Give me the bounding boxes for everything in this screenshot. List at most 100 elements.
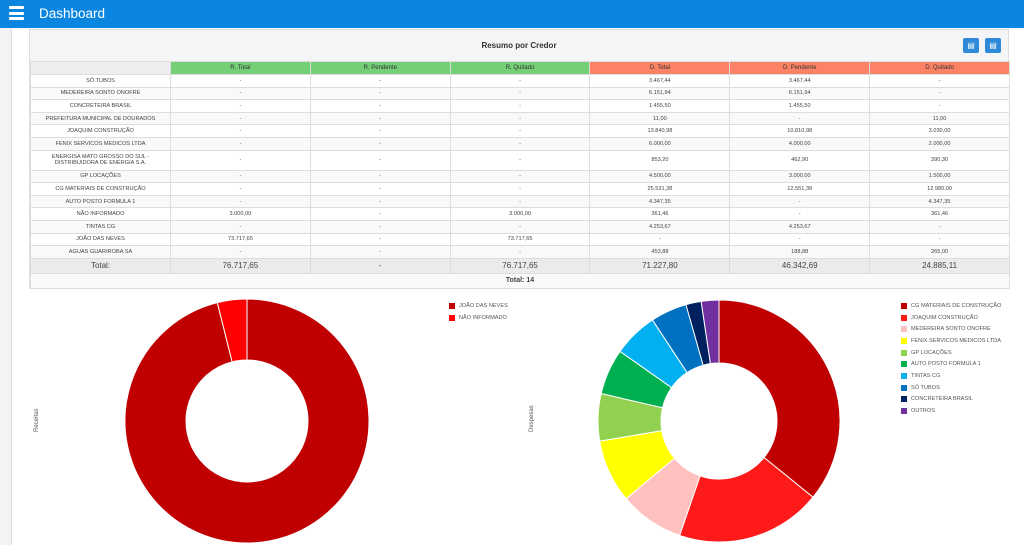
- legend-item[interactable]: JOÃO DAS NEVES: [449, 300, 508, 312]
- donut-slice-1-9[interactable]: [700, 299, 720, 365]
- donut-slice-0-0[interactable]: [124, 298, 370, 544]
- column-header[interactable]: D. Total: [589, 61, 731, 75]
- legend-label: GP LOCAÇÕES: [911, 349, 952, 356]
- donut-slice-1-7[interactable]: [651, 303, 704, 374]
- legend-label: SÓ TUBOS: [911, 384, 940, 391]
- legend-swatch: [901, 302, 907, 309]
- creditor-name: JOÃO DAS NEVES: [30, 232, 171, 247]
- legend-item[interactable]: GP LOCAÇÕES: [901, 347, 1001, 359]
- legend-swatch: [901, 337, 907, 344]
- cell-value: -: [170, 99, 311, 113]
- column-header[interactable]: R. Total: [170, 61, 311, 75]
- legend-item[interactable]: JOAQUIM CONSTRUÇÃO: [901, 312, 1001, 324]
- cell-value: -: [309, 124, 451, 138]
- legend-label: AUTO POSTO FORMULA 1: [911, 361, 981, 368]
- cell-value: -: [309, 219, 451, 234]
- donut-slice-1-0[interactable]: [718, 299, 841, 498]
- legend-item[interactable]: NÃO INFORMADO: [449, 312, 508, 324]
- legend-label: CONCRETEIRA BRASIL: [911, 396, 973, 403]
- column-header[interactable]: R. Quitado: [449, 61, 591, 75]
- column-header[interactable]: [30, 61, 171, 75]
- export-pdf-button[interactable]: ▤: [963, 38, 979, 53]
- table-row: AGUAS GUARIROBA SA - - -453,88 188,88 265,00: [30, 245, 1010, 259]
- table-row: JOAQUIM CONSTRUÇÃO - - -13.840,98 10.810,98 3…: [30, 124, 1010, 138]
- cell-value: 3.000,00: [449, 207, 591, 221]
- cell-value: 2.000,00: [869, 136, 1010, 151]
- cell-value: -: [170, 245, 311, 259]
- donut-slice-1-5[interactable]: [600, 350, 673, 409]
- cell-value: -: [170, 194, 311, 209]
- legend-item[interactable]: TINTAS CG: [901, 370, 1001, 382]
- donut-slice-1-1[interactable]: [678, 456, 814, 543]
- legend-item[interactable]: AUTO POSTO FORMULA 1: [901, 358, 1001, 370]
- cell-value: 6.000,00: [589, 136, 731, 151]
- legend-item[interactable]: OUTROS: [901, 405, 1001, 417]
- cell-value: -: [869, 99, 1010, 113]
- cell-value: -: [449, 194, 591, 209]
- cell-value: 853,20: [589, 149, 731, 171]
- cell-value: -: [449, 182, 591, 196]
- page-title: Dashboard: [39, 6, 106, 21]
- cell-value: 1.455,50: [729, 99, 871, 113]
- cell-value: -: [869, 232, 1010, 247]
- total-value: -: [309, 257, 451, 274]
- cell-value: -: [309, 99, 451, 113]
- cell-value: 462,90: [729, 149, 871, 171]
- creditor-summary-table: R. Total R. Pendente R. Quitado D. Total D. …: [30, 61, 1010, 289]
- table-row: FENIX SERVICOS MEDICOS LTDA - - -6.000,00 4.…: [30, 136, 1010, 151]
- legend-swatch: [901, 361, 907, 368]
- cell-value: 188,88: [729, 245, 871, 259]
- cell-value: -: [449, 219, 591, 234]
- export-excel-button[interactable]: ▤: [985, 38, 1001, 53]
- creditor-name: ENERGISA MATO GROSSO DO SUL - DISTRIBUID…: [30, 149, 171, 171]
- donut-slice-1-2[interactable]: [625, 457, 701, 537]
- legend-label: JOÃO DAS NEVES: [459, 302, 508, 309]
- legend-swatch: [449, 314, 455, 321]
- total-value: Total:: [30, 257, 171, 274]
- legend-swatch: [901, 408, 907, 415]
- total-value: 76.717,65: [449, 257, 591, 274]
- totals-row: Total: 76.717,65-76.717,65 71.227,80 46.342…: [30, 257, 1010, 274]
- summary-panel: Resumo por Credor ▤ ▤ R. Total R. Pendent…: [29, 29, 1010, 289]
- hamburger-menu-icon[interactable]: [9, 6, 24, 20]
- cell-value: -: [729, 111, 871, 126]
- table-row: PREFEITURA MUNICIPAL DE DOURADOS - - -11,00…: [30, 111, 1010, 126]
- excel-icon: ▤: [989, 41, 997, 50]
- legend-item[interactable]: FENIX SERVICOS MEDICOS LTDA: [901, 335, 1001, 347]
- cell-value: 361,46: [589, 207, 731, 221]
- cell-value: 4.253,67: [589, 219, 731, 234]
- donut-slice-1-8[interactable]: [685, 300, 712, 366]
- legend-item[interactable]: MEDEREIRA SONTO ONOFRE: [901, 323, 1001, 335]
- legend-swatch: [901, 396, 907, 403]
- table-row: JOÃO DAS NEVES 73.717,65-73.717,65- - -: [30, 232, 1010, 247]
- cell-value: 3.467,44: [589, 74, 731, 88]
- donut-slice-1-3[interactable]: [599, 430, 676, 500]
- legend-swatch: [901, 349, 907, 356]
- cell-value: -: [170, 86, 311, 101]
- column-header[interactable]: R. Pendente: [309, 61, 451, 75]
- cell-value: -: [869, 86, 1010, 101]
- table-row: SÓ TUBOS - - -3.467,44 3.467,44-: [30, 74, 1010, 88]
- cell-value: -: [449, 74, 591, 88]
- panel-title: Resumo por Credor: [481, 41, 557, 50]
- cell-value: -: [170, 74, 311, 88]
- cell-value: -: [170, 124, 311, 138]
- legend-item[interactable]: CG MATERIAIS DE CONSTRUÇÃO: [901, 300, 1001, 312]
- legend-swatch: [901, 314, 907, 321]
- column-header[interactable]: D. Pendente: [729, 61, 871, 75]
- cell-value: -: [309, 232, 451, 247]
- donut-slice-1-4[interactable]: [597, 392, 664, 442]
- cell-value: -: [449, 136, 591, 151]
- donut-slice-0-1[interactable]: [216, 298, 248, 363]
- legend-item[interactable]: CONCRETEIRA BRASIL: [901, 394, 1001, 406]
- cell-value: -: [449, 149, 591, 171]
- donut-slice-1-6[interactable]: [619, 319, 688, 389]
- legend-item[interactable]: SÓ TUBOS: [901, 382, 1001, 394]
- receitas-legend: JOÃO DAS NEVES NÃO INFORMADO: [449, 300, 508, 323]
- legend-label: MEDEREIRA SONTO ONOFRE: [911, 326, 991, 333]
- creditor-name: CG MATERIAIS DE CONSTRUÇÃO: [30, 182, 171, 196]
- cell-value: -: [309, 182, 451, 196]
- cell-value: -: [449, 124, 591, 138]
- column-header[interactable]: D. Quitado: [869, 61, 1010, 75]
- pdf-icon: ▤: [967, 41, 975, 50]
